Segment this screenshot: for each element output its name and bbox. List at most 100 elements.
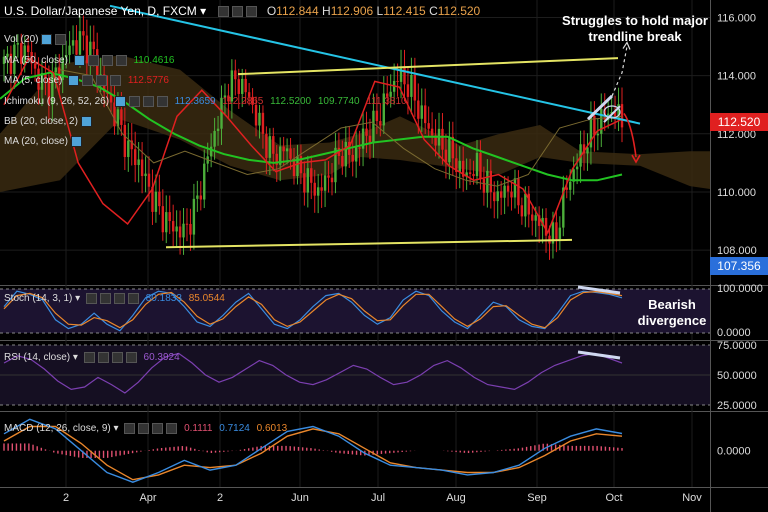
- candle-body: [461, 160, 465, 177]
- candle-body: [544, 217, 548, 236]
- more-icon[interactable]: [246, 6, 258, 18]
- candle-body: [596, 133, 600, 136]
- candle-body: [524, 193, 527, 217]
- settings-icon[interactable]: [70, 136, 82, 147]
- stoch-d-value: 85.0544: [188, 293, 225, 305]
- more-icon[interactable]: [111, 352, 123, 363]
- candle-body: [424, 105, 427, 124]
- chevron-down-icon[interactable]: ▾: [200, 4, 207, 18]
- wedge-upper-line: [586, 94, 614, 121]
- ichimoku-legend[interactable]: Ichimoku (9, 26, 52, 26) 112.3659 112.28…: [4, 96, 407, 107]
- ma20-legend[interactable]: MA (20, close): [4, 136, 82, 147]
- symbol-title[interactable]: U.S. Dollar/Japanese Yen, D, FXCM: [4, 4, 197, 18]
- settings-icon[interactable]: [99, 293, 111, 304]
- visibility-icon[interactable]: [85, 293, 97, 304]
- close-icon[interactable]: [166, 423, 178, 434]
- candle-body: [26, 45, 30, 52]
- close-icon[interactable]: [115, 55, 127, 66]
- candle-body: [247, 92, 251, 97]
- candle-body: [251, 96, 254, 105]
- candle-body: [116, 109, 120, 127]
- y-tick-label: 112.000: [717, 129, 756, 141]
- candle-body: [130, 140, 133, 150]
- visibility-icon[interactable]: [83, 352, 95, 363]
- candle-body: [310, 168, 313, 183]
- rsi-legend[interactable]: RSI (14, close) ▾ 60.3924: [4, 352, 180, 363]
- macd-label: MACD (12, 26, close, 9): [4, 423, 111, 435]
- close-icon[interactable]: [156, 96, 168, 107]
- candle-body: [272, 136, 275, 154]
- lower-channel-line: [165, 238, 573, 249]
- bb-legend[interactable]: BB (20, close, 2): [4, 116, 92, 127]
- candle-body: [375, 110, 379, 122]
- candle-body: [68, 45, 71, 55]
- ma5-legend[interactable]: MA (5, close) 112.5776: [4, 75, 169, 86]
- vol-legend[interactable]: Vol (20): [4, 34, 67, 45]
- candle-body: [279, 146, 282, 165]
- settings-icon[interactable]: [68, 75, 80, 86]
- settings-icon[interactable]: [138, 423, 150, 434]
- candle-body: [71, 40, 75, 46]
- candle-body: [161, 206, 165, 233]
- projection-up-arrow: [611, 46, 628, 97]
- candle-body: [468, 172, 472, 174]
- more-icon[interactable]: [113, 293, 125, 304]
- chevron-down-icon[interactable]: ▾: [72, 352, 78, 364]
- y-tick-label: 110.000: [717, 187, 756, 199]
- macd-line: [3, 418, 623, 483]
- candle-body: [282, 146, 285, 152]
- more-icon[interactable]: [96, 75, 108, 86]
- visibility-icon[interactable]: [218, 6, 230, 18]
- chevron-down-icon[interactable]: ▾: [75, 293, 81, 305]
- visibility-icon[interactable]: [82, 75, 94, 86]
- ma50-label: MA (50, close): [4, 55, 68, 67]
- visibility-icon[interactable]: [124, 423, 136, 434]
- candle-body: [61, 57, 64, 81]
- settings-icon[interactable]: [114, 96, 126, 107]
- close-icon[interactable]: [125, 352, 137, 363]
- visibility-icon[interactable]: [128, 96, 140, 107]
- chevron-down-icon[interactable]: ▾: [113, 423, 119, 435]
- candle-body: [562, 187, 565, 228]
- close-icon[interactable]: [127, 293, 139, 304]
- candle-body: [613, 111, 617, 119]
- candle-body: [268, 136, 272, 158]
- candle-body: [572, 169, 575, 182]
- candle-body: [503, 185, 506, 198]
- close-icon[interactable]: [55, 34, 67, 45]
- visibility-icon[interactable]: [87, 55, 99, 66]
- settings-icon[interactable]: [80, 116, 92, 127]
- candle-body: [413, 74, 417, 101]
- more-icon[interactable]: [101, 55, 113, 66]
- candle-body: [434, 135, 437, 146]
- ma50-legend[interactable]: MA (50, close) 110.4616: [4, 55, 174, 66]
- stoch-divergence-line: [577, 285, 621, 295]
- candle-body: [344, 141, 347, 167]
- candle-body: [92, 41, 95, 50]
- candle-body: [575, 166, 579, 170]
- rsi-divergence-line: [577, 350, 621, 360]
- settings-icon[interactable]: [232, 6, 244, 18]
- trendline-annotation: Struggles to hold major trendline break: [562, 13, 708, 44]
- more-icon[interactable]: [142, 96, 154, 107]
- candle-body: [178, 226, 182, 238]
- settings-icon[interactable]: [73, 55, 85, 66]
- settings-icon[interactable]: [97, 352, 109, 363]
- candle-body: [420, 105, 423, 119]
- settings-icon[interactable]: [41, 34, 53, 45]
- candle-body: [341, 156, 344, 167]
- close-icon[interactable]: [110, 75, 122, 86]
- candle-body: [569, 181, 572, 190]
- macd-legend[interactable]: MACD (12, 26, close, 9) ▾ 0.1111 0.7124 …: [4, 423, 287, 434]
- candle-body: [531, 214, 534, 221]
- candle-body: [51, 72, 54, 105]
- candle-body: [496, 191, 499, 202]
- candle-body: [203, 163, 206, 200]
- candle-body: [489, 170, 493, 193]
- more-icon[interactable]: [152, 423, 164, 434]
- stoch-legend[interactable]: Stoch (14, 3, 1) ▾ 80.1833 85.0544: [4, 293, 225, 304]
- candle-body: [354, 147, 358, 162]
- current-price-tag: 112.520: [710, 113, 768, 131]
- candle-body: [527, 193, 530, 215]
- candle-body: [244, 78, 247, 93]
